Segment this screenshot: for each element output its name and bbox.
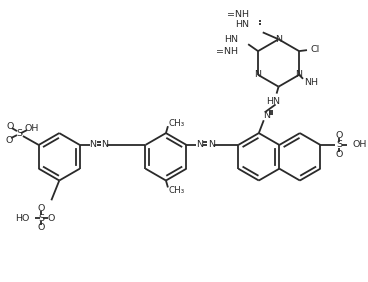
Text: N: N: [196, 140, 203, 149]
Text: O: O: [336, 131, 343, 140]
Text: HN: HN: [224, 35, 238, 44]
Text: N: N: [101, 140, 108, 149]
Text: CH₃: CH₃: [169, 119, 185, 128]
Text: N: N: [208, 140, 215, 149]
Text: HO: HO: [15, 213, 30, 222]
Text: O: O: [336, 150, 343, 159]
Text: S: S: [39, 213, 45, 222]
Text: N: N: [275, 35, 282, 44]
Text: CH₃: CH₃: [169, 186, 185, 195]
Text: N: N: [296, 70, 302, 79]
Text: HN: HN: [235, 20, 249, 29]
Text: OH: OH: [352, 140, 367, 149]
Text: OH: OH: [25, 124, 39, 133]
Text: N: N: [89, 140, 96, 149]
Text: O: O: [38, 223, 45, 232]
Text: =NH: =NH: [216, 47, 238, 56]
Text: O: O: [6, 122, 14, 131]
Text: O: O: [38, 204, 45, 213]
Text: O: O: [48, 213, 55, 222]
Text: Cl: Cl: [310, 45, 319, 54]
Text: S: S: [336, 140, 342, 149]
Text: O: O: [6, 136, 13, 144]
Text: N: N: [263, 111, 270, 120]
Text: NH: NH: [304, 78, 318, 87]
Text: N: N: [255, 70, 262, 79]
Text: S: S: [16, 129, 22, 138]
Text: =NH: =NH: [227, 10, 249, 19]
Text: HN: HN: [267, 97, 281, 106]
